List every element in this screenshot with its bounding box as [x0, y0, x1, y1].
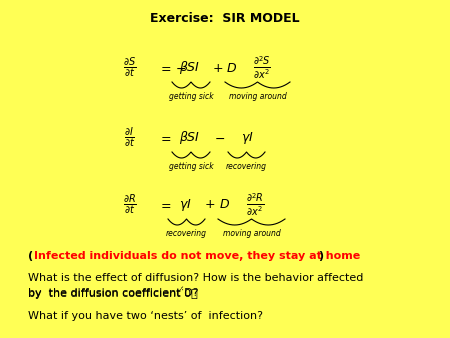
Text: recovering: recovering — [166, 229, 207, 238]
Text: $= -$: $= -$ — [158, 62, 187, 74]
Text: $+$: $+$ — [204, 198, 216, 212]
Text: $\gamma I$: $\gamma I$ — [179, 197, 191, 213]
Text: What if you have two ‘nests’ of  infection?: What if you have two ‘nests’ of infectio… — [28, 311, 263, 321]
Text: $\frac{\partial I}{\partial t}$: $\frac{\partial I}{\partial t}$ — [125, 126, 135, 150]
Text: $+$: $+$ — [212, 62, 224, 74]
Text: $\frac{\partial^2 R}{\partial x^2}$: $\frac{\partial^2 R}{\partial x^2}$ — [246, 192, 264, 218]
Text: by  the diffusion coefficient ̈́0 : by the diffusion coefficient ̈́0  — [28, 287, 198, 299]
Text: by  the diffusion coefficient D?: by the diffusion coefficient D? — [28, 288, 198, 298]
Text: $\frac{\partial^2 S}{\partial x^2}$: $\frac{\partial^2 S}{\partial x^2}$ — [253, 55, 271, 81]
Text: What is the effect of diffusion? How is the behavior affected: What is the effect of diffusion? How is … — [28, 273, 364, 283]
Text: getting sick: getting sick — [169, 92, 213, 101]
Text: Infected individuals do not move, they stay at home: Infected individuals do not move, they s… — [34, 251, 360, 261]
Text: getting sick: getting sick — [169, 162, 213, 171]
Text: ): ) — [318, 251, 323, 261]
Text: $\beta SI$: $\beta SI$ — [180, 59, 201, 76]
Text: $\frac{\partial R}{\partial t}$: $\frac{\partial R}{\partial t}$ — [123, 193, 137, 217]
Text: $\frac{\partial S}{\partial t}$: $\frac{\partial S}{\partial t}$ — [123, 56, 137, 80]
Text: recovering: recovering — [226, 162, 267, 171]
Text: moving around: moving around — [229, 92, 286, 101]
Text: $\gamma I$: $\gamma I$ — [241, 130, 253, 146]
Text: $D$: $D$ — [220, 198, 230, 212]
Text: Exercise:  SIR MODEL: Exercise: SIR MODEL — [150, 12, 300, 25]
Text: $D$: $D$ — [226, 62, 238, 74]
Text: $\beta SI$: $\beta SI$ — [180, 129, 201, 146]
Text: (: ( — [28, 251, 33, 261]
Text: $=$: $=$ — [158, 198, 172, 212]
Text: $-$: $-$ — [215, 131, 225, 145]
Text: $=$: $=$ — [158, 131, 172, 145]
Text: moving around: moving around — [223, 229, 280, 238]
